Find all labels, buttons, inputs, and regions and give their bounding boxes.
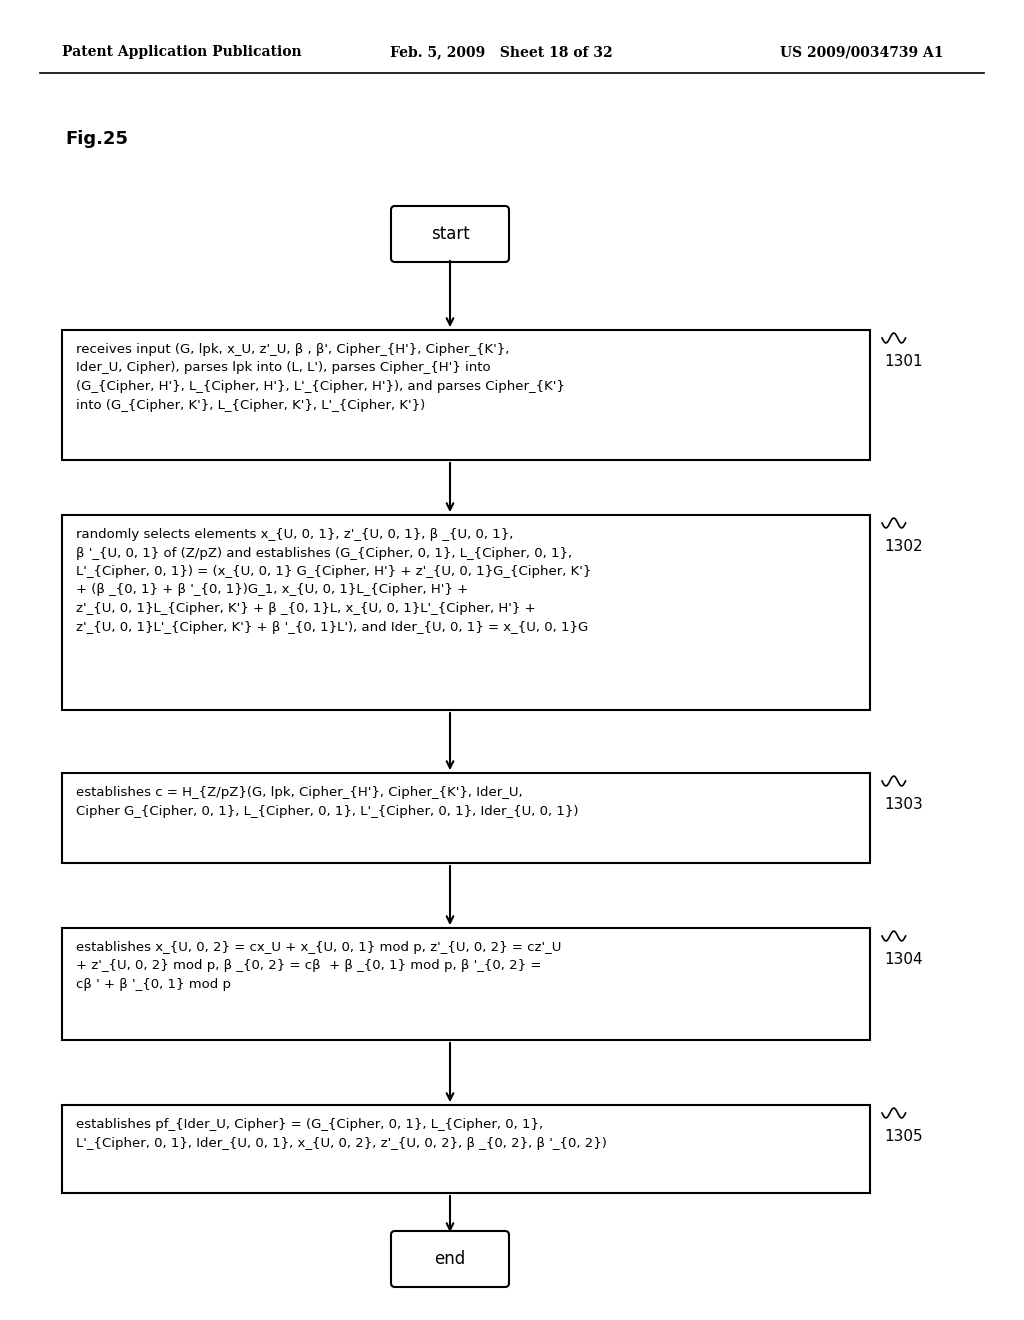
FancyBboxPatch shape xyxy=(62,515,870,710)
Text: Feb. 5, 2009   Sheet 18 of 32: Feb. 5, 2009 Sheet 18 of 32 xyxy=(390,45,612,59)
Text: 1302: 1302 xyxy=(884,539,923,554)
FancyBboxPatch shape xyxy=(391,206,509,261)
Text: 1301: 1301 xyxy=(884,354,923,370)
Text: receives input (G, lpk, x_U, z'_U, β , β', Cipher_{H'}, Cipher_{K'},
Ider_U, Cip: receives input (G, lpk, x_U, z'_U, β , β… xyxy=(76,343,565,412)
Text: establishes x_{U, 0, 2} = cx_U + x_{U, 0, 1} mod p, z'_{U, 0, 2} = cz'_U
+ z'_{U: establishes x_{U, 0, 2} = cx_U + x_{U, 0… xyxy=(76,941,561,991)
Text: 1304: 1304 xyxy=(884,952,923,968)
Text: 1303: 1303 xyxy=(884,797,923,812)
Text: randomly selects elements x_{U, 0, 1}, z'_{U, 0, 1}, β _{U, 0, 1},
β '_{U, 0, 1}: randomly selects elements x_{U, 0, 1}, z… xyxy=(76,528,592,634)
Text: end: end xyxy=(434,1250,466,1269)
Text: Fig.25: Fig.25 xyxy=(65,129,128,148)
Text: Patent Application Publication: Patent Application Publication xyxy=(62,45,302,59)
FancyBboxPatch shape xyxy=(62,774,870,863)
FancyBboxPatch shape xyxy=(62,928,870,1040)
Text: establishes pf_{Ider_U, Cipher} = (G_{Cipher, 0, 1}, L_{Cipher, 0, 1},
L'_{Ciphe: establishes pf_{Ider_U, Cipher} = (G_{Ci… xyxy=(76,1118,607,1150)
FancyBboxPatch shape xyxy=(62,330,870,459)
FancyBboxPatch shape xyxy=(62,1105,870,1193)
Text: US 2009/0034739 A1: US 2009/0034739 A1 xyxy=(780,45,943,59)
Text: 1305: 1305 xyxy=(884,1129,923,1144)
Text: establishes c = H_{Z/pZ}(G, lpk, Cipher_{H'}, Cipher_{K'}, Ider_U,
Cipher G_{Cip: establishes c = H_{Z/pZ}(G, lpk, Cipher_… xyxy=(76,785,579,817)
Text: start: start xyxy=(431,224,469,243)
FancyBboxPatch shape xyxy=(391,1232,509,1287)
